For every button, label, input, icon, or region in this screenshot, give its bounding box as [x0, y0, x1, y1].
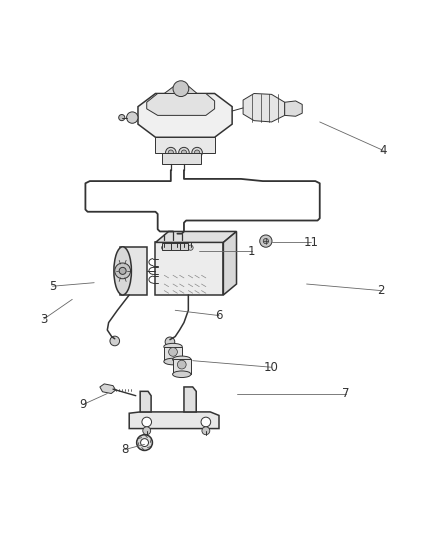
Polygon shape: [100, 384, 116, 393]
Circle shape: [260, 235, 272, 247]
Polygon shape: [140, 391, 151, 412]
Text: 9: 9: [79, 398, 87, 411]
Text: 7: 7: [342, 387, 350, 400]
Text: 6: 6: [215, 309, 223, 322]
Text: 5: 5: [49, 280, 56, 293]
Circle shape: [179, 147, 189, 158]
Circle shape: [168, 150, 173, 155]
Polygon shape: [184, 387, 196, 412]
Polygon shape: [173, 359, 191, 374]
Polygon shape: [243, 93, 285, 122]
FancyBboxPatch shape: [155, 243, 223, 295]
Circle shape: [165, 337, 175, 346]
Circle shape: [175, 245, 180, 251]
FancyBboxPatch shape: [162, 243, 171, 250]
Circle shape: [115, 263, 131, 279]
Circle shape: [201, 417, 211, 427]
Polygon shape: [155, 231, 237, 243]
Circle shape: [192, 147, 202, 158]
Circle shape: [119, 268, 126, 274]
Text: 1: 1: [248, 245, 256, 257]
Circle shape: [119, 115, 125, 120]
Polygon shape: [164, 86, 197, 93]
Text: 3: 3: [40, 312, 47, 326]
Ellipse shape: [173, 356, 191, 362]
Circle shape: [168, 245, 173, 251]
Circle shape: [188, 245, 193, 251]
Circle shape: [143, 427, 151, 435]
Ellipse shape: [114, 247, 131, 295]
Circle shape: [181, 150, 187, 155]
Ellipse shape: [164, 343, 182, 350]
Circle shape: [169, 348, 177, 356]
Circle shape: [127, 112, 138, 123]
Text: 4: 4: [379, 144, 387, 157]
Polygon shape: [162, 152, 201, 164]
Text: 10: 10: [264, 361, 279, 374]
Circle shape: [110, 336, 120, 346]
Circle shape: [173, 81, 189, 96]
FancyBboxPatch shape: [171, 243, 180, 250]
Circle shape: [263, 238, 268, 244]
Polygon shape: [138, 93, 232, 138]
Circle shape: [137, 435, 152, 450]
Circle shape: [177, 360, 186, 369]
Polygon shape: [155, 138, 215, 152]
Ellipse shape: [173, 371, 191, 377]
Circle shape: [141, 439, 148, 447]
FancyBboxPatch shape: [180, 243, 188, 250]
Circle shape: [166, 147, 176, 158]
Polygon shape: [223, 231, 237, 295]
Circle shape: [162, 245, 167, 251]
Circle shape: [170, 238, 177, 246]
Circle shape: [161, 238, 168, 246]
Circle shape: [181, 245, 187, 251]
Text: 11: 11: [304, 236, 318, 249]
Circle shape: [202, 427, 210, 435]
Circle shape: [194, 150, 200, 155]
Circle shape: [142, 417, 152, 427]
Polygon shape: [120, 247, 147, 295]
Polygon shape: [164, 346, 182, 361]
Polygon shape: [285, 101, 302, 116]
Circle shape: [178, 238, 185, 246]
Polygon shape: [129, 412, 219, 429]
Polygon shape: [147, 93, 215, 115]
Text: 8: 8: [121, 443, 128, 456]
Ellipse shape: [164, 358, 182, 365]
Text: 2: 2: [377, 284, 385, 297]
